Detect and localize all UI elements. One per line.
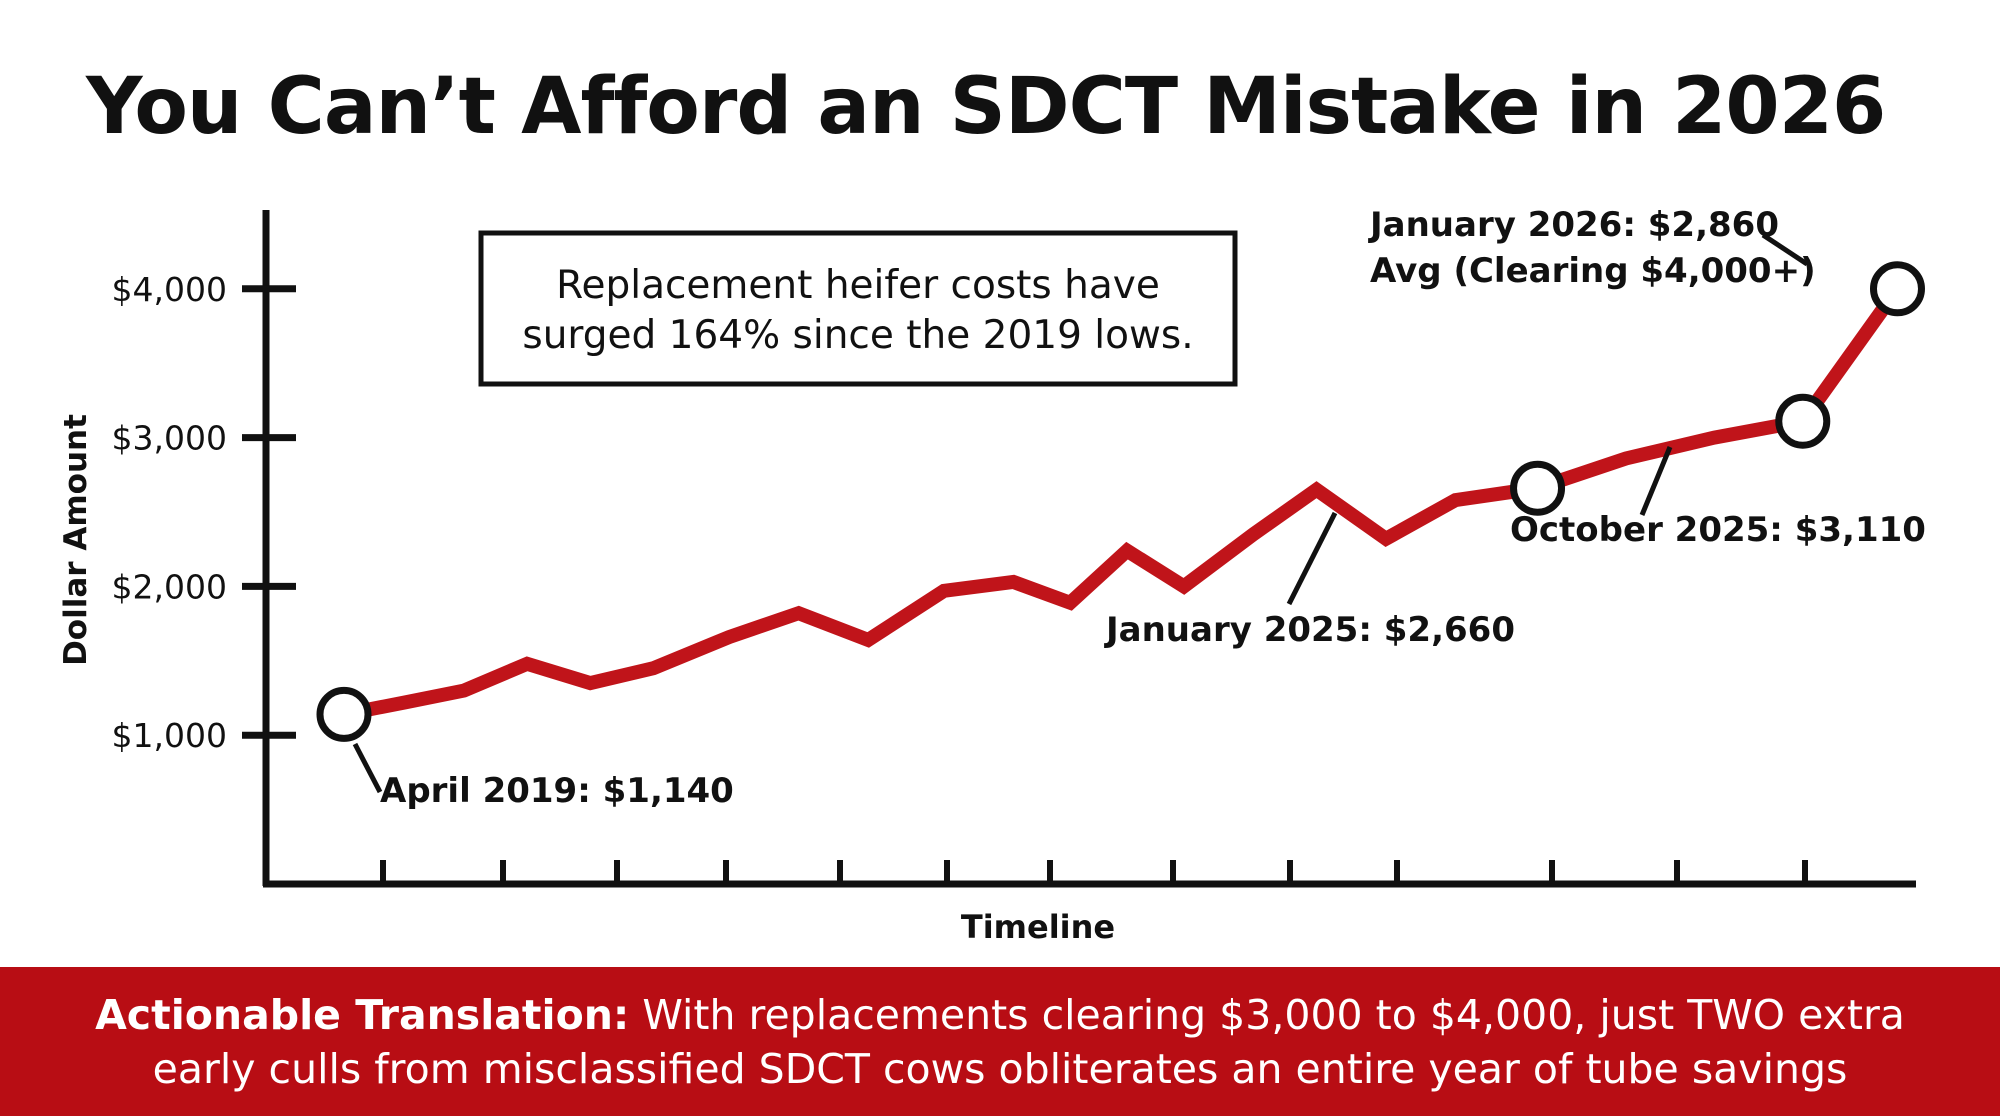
callout-leader	[1286, 511, 1338, 606]
callout-leader	[352, 742, 383, 794]
data-label: January 2026: $2,860	[1368, 205, 1779, 245]
data-point-marker	[316, 686, 372, 742]
y-tick-label-1000: $1,000	[112, 716, 227, 755]
chart: $1,000 $2,000 $3,000 $4,000 Dollar Amount T…	[58, 205, 1926, 946]
footer-bold-lead: Actionable Translation:	[95, 990, 630, 1039]
data-point-marker	[1510, 460, 1566, 516]
callout-labels: April 2019: $1,140 January 2025: $2,660 Oc…	[380, 205, 1926, 811]
axes	[242, 210, 1916, 888]
annotation-line-1: Replacement heifer costs have	[556, 263, 1160, 308]
footer-line-2: early culls from misclassified SDCT cows…	[152, 1044, 1848, 1093]
highlight-markers	[316, 261, 1925, 742]
data-point-marker	[1775, 393, 1831, 449]
data-label: January 2025: $2,660	[1104, 610, 1515, 650]
footer-line-1: With replacements clearing $3,000 to $4,…	[629, 990, 1905, 1039]
callout-leaders	[352, 232, 1809, 794]
series-line	[337, 281, 1905, 722]
x-axis-label: Timeline	[961, 908, 1115, 946]
chart-title: You Can’t Afford an SDCT Mistake in 2026	[86, 62, 1886, 152]
data-label: October 2025: $3,110	[1510, 510, 1926, 550]
data-label: April 2019: $1,140	[380, 771, 734, 811]
annotation-box: Replacement heifer costs have surged 164…	[478, 230, 1238, 387]
callout-leader	[1639, 446, 1673, 516]
y-axis-label: Dollar Amount	[58, 414, 94, 666]
footer-text: Actionable Translation: With replacement…	[40, 988, 1960, 1096]
series-layer	[337, 281, 1905, 722]
y-tick-label-3000: $3,000	[112, 419, 227, 458]
y-axis-tick-labels: $1,000 $2,000 $3,000 $4,000	[112, 270, 227, 755]
annotation-line-2: surged 164% since the 2019 lows.	[522, 313, 1193, 358]
data-point-marker	[1869, 261, 1925, 317]
callout-leader	[1761, 232, 1809, 267]
footer-banner: Actionable Translation: With replacement…	[0, 967, 2000, 1116]
y-tick-label-4000: $4,000	[112, 270, 227, 309]
y-tick-label-2000: $2,000	[112, 567, 227, 606]
data-label: Avg (Clearing $4,000+)	[1370, 251, 1816, 291]
